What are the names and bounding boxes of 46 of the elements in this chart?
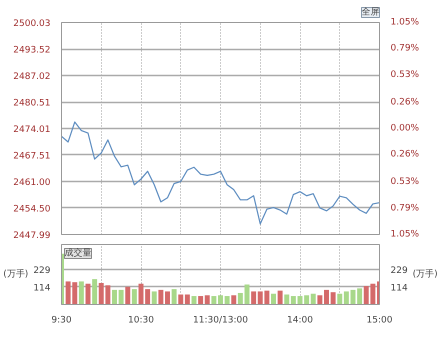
bar [271, 294, 276, 304]
bar [172, 289, 177, 304]
x-tick-label: 9:30 [51, 316, 72, 326]
y2-tick-label: 0.79% [390, 203, 420, 214]
y-tick-label: 2474.01 [13, 125, 50, 135]
y-tick-label: 2500.03 [13, 19, 50, 29]
text: 全屏 [362, 6, 380, 18]
y2-tick-label: 1.05% [390, 230, 420, 240]
y2-axis-title: (万手) [412, 268, 438, 280]
bar [132, 289, 137, 304]
bar [66, 281, 71, 304]
y-tick-label: 114 [33, 283, 51, 294]
y-tick-label: 2493.52 [13, 46, 50, 56]
bar [198, 296, 204, 304]
y-tick-label: 2480.51 [13, 98, 50, 109]
y2-tick-label: 0.79% [390, 44, 420, 54]
y2-tick-label: 0.26% [390, 97, 420, 108]
x-tick-label: 11:30/13:00 [193, 316, 248, 326]
bar [264, 290, 270, 304]
x-tick-label: 14:00 [287, 316, 314, 326]
bar [370, 284, 376, 304]
y2-tick-label: 0.00% [390, 124, 420, 134]
bar [251, 291, 256, 304]
line-series [62, 121, 380, 224]
bar [105, 285, 110, 304]
y-tick-label: 2467.51 [13, 151, 50, 162]
y-tick-label: 2454.50 [13, 204, 51, 214]
y-tick-label: 2461.00 [13, 178, 51, 188]
y-tick-label: 2447.99 [13, 231, 51, 241]
bar [192, 296, 196, 304]
y2-tick-label: 114 [390, 283, 408, 294]
y2-tick-label: 0.26% [390, 150, 420, 160]
y-tick-label: 2487.02 [13, 72, 50, 82]
bar [86, 284, 90, 304]
y2-tick-label: 229 [390, 266, 408, 276]
bar [78, 281, 84, 304]
y2-tick-label: 0.53% [390, 177, 420, 188]
y2-tick-label: 0.53% [390, 70, 420, 80]
x-tick-label: 10:30 [128, 316, 154, 326]
x-tick-label: 15:00 [366, 316, 393, 326]
bar [92, 279, 98, 304]
y-tick-label: 229 [33, 266, 51, 276]
bar [278, 290, 283, 304]
y-axis-title: (万手) [3, 268, 28, 280]
y2-tick-label: 1.05% [390, 18, 420, 28]
bar [184, 294, 190, 304]
